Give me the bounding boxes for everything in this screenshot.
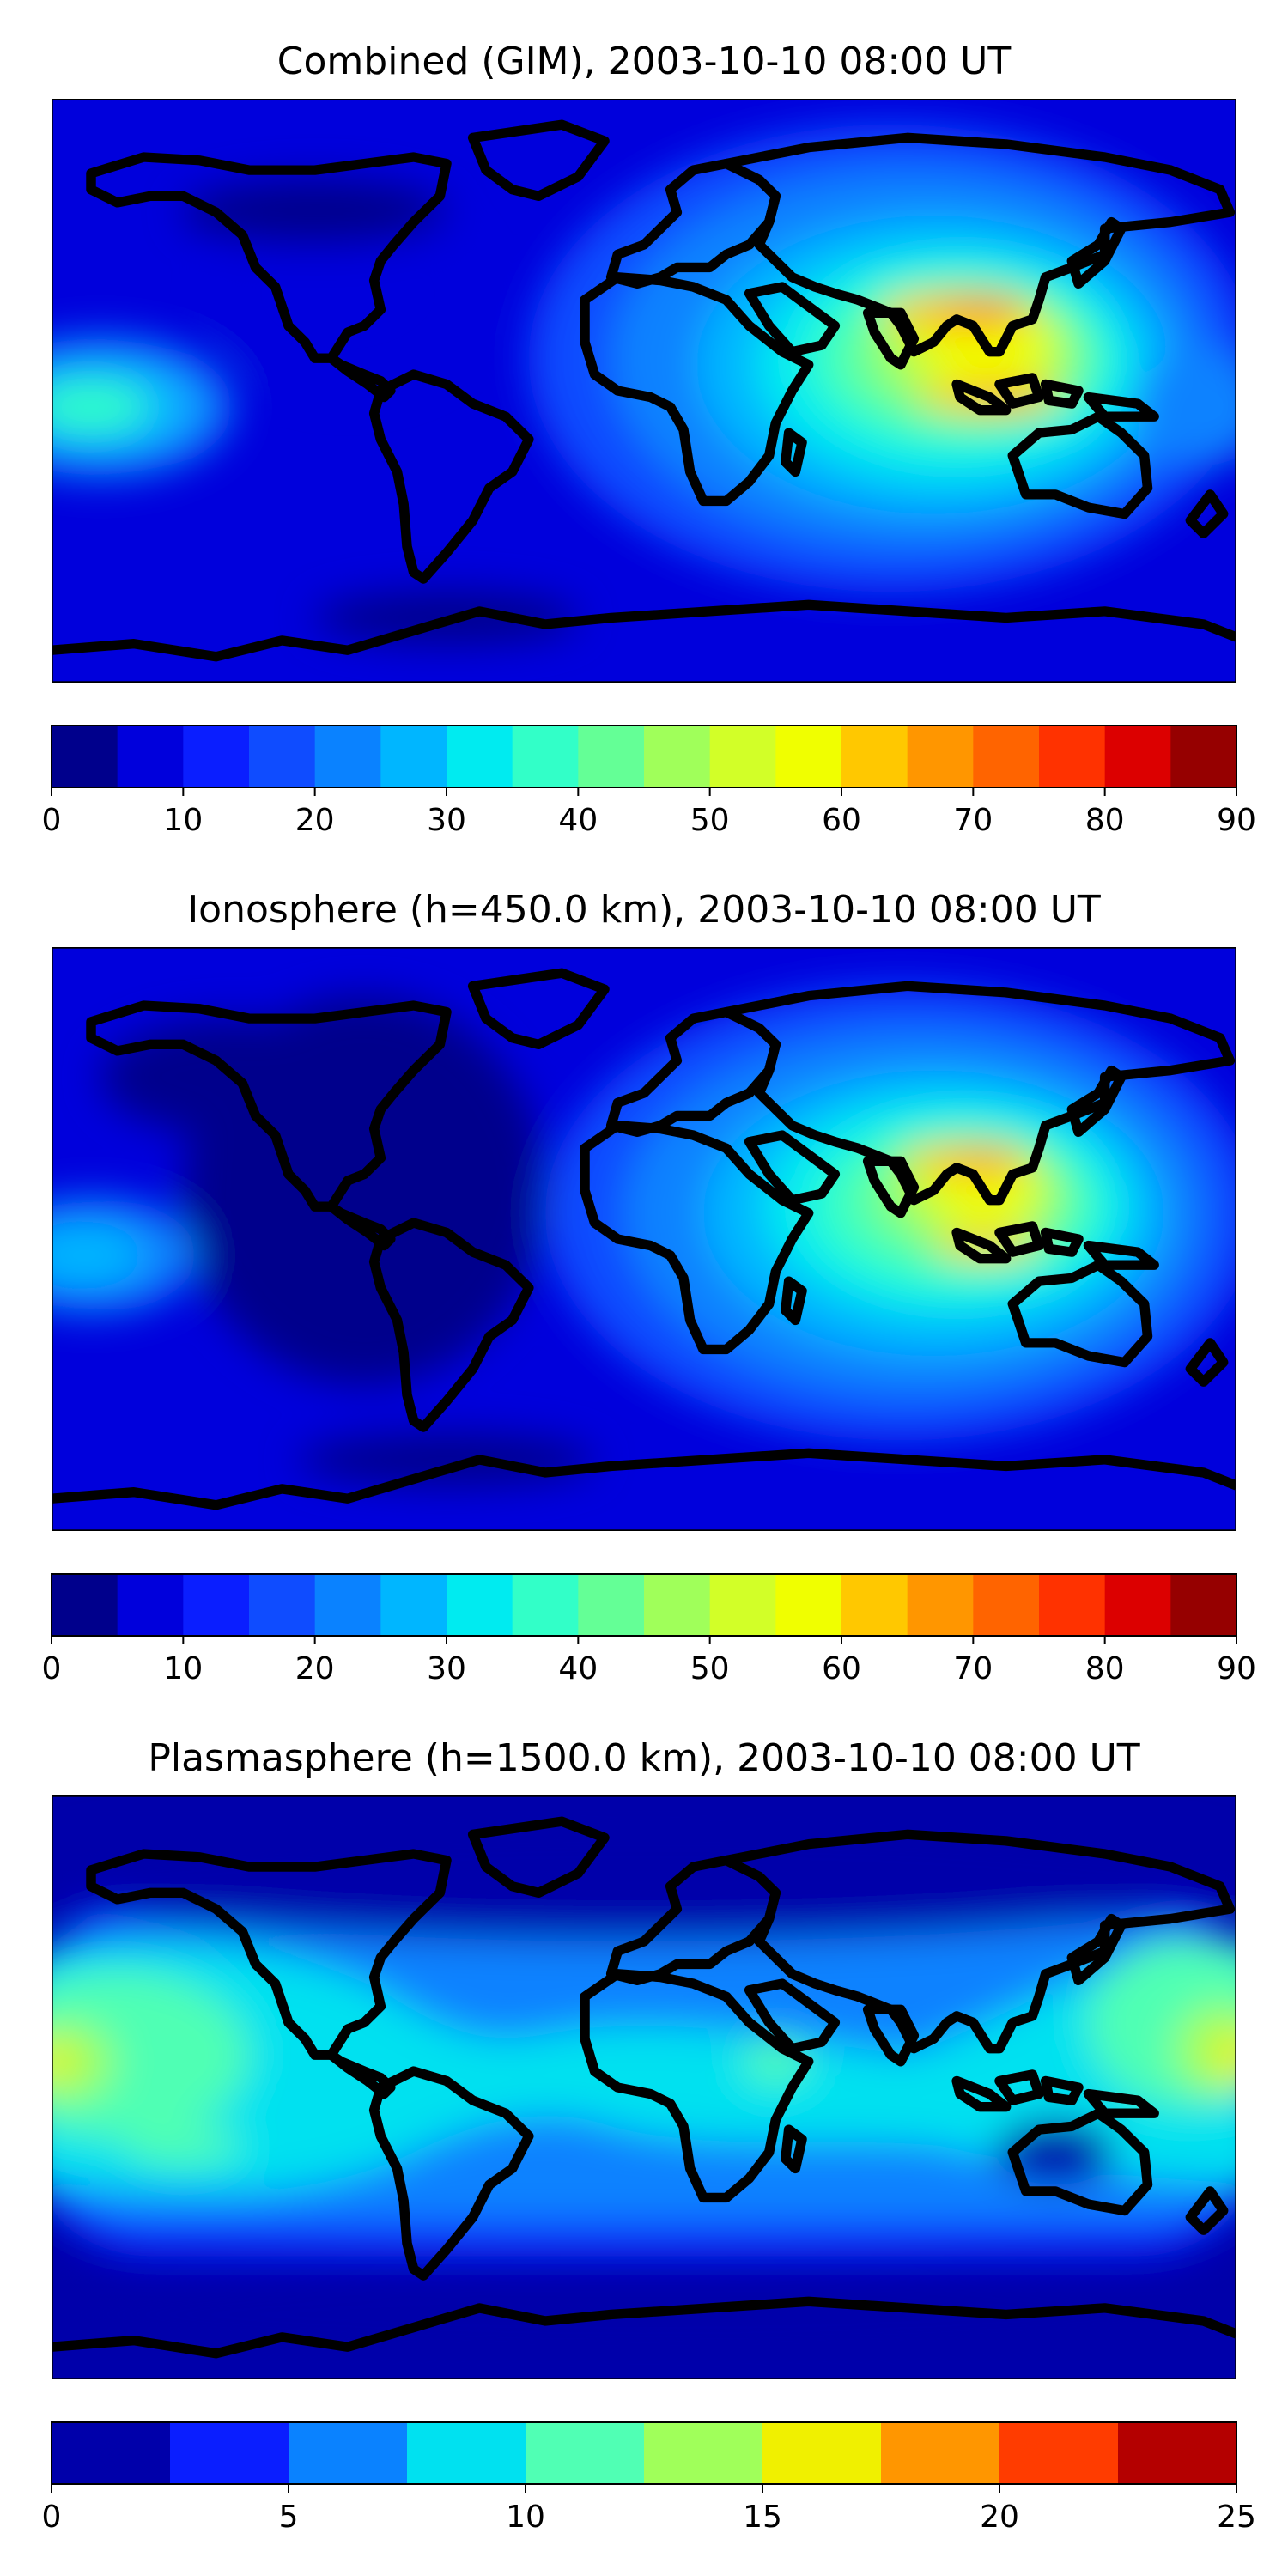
colorbar-bin <box>907 726 974 787</box>
colorbar-bin <box>117 726 184 787</box>
colorbar-tick-label: 0 <box>42 803 62 838</box>
colorbar-bin <box>314 1574 381 1636</box>
panel-title: Combined (GIM), 2003-10-10 08:00 UT <box>277 39 1012 83</box>
colorbar-bin <box>973 726 1040 787</box>
colorbar-bin <box>249 726 316 787</box>
colorbar-bin <box>526 2422 645 2484</box>
colorbar-tick-label: 60 <box>822 1651 861 1686</box>
colorbar-tick-label: 80 <box>1085 803 1125 838</box>
colorbar-tick-label: 40 <box>558 803 598 838</box>
colorbar-bin <box>1104 726 1171 787</box>
colorbar-bin <box>447 1574 513 1636</box>
colorbar-bin <box>762 2422 882 2484</box>
colorbar-bin <box>907 1574 974 1636</box>
map-area <box>52 99 1236 683</box>
colorbar-tick-label: 70 <box>953 1651 993 1686</box>
colorbar-tick-label: 0 <box>42 2500 62 2535</box>
colorbar-tick-label: 40 <box>558 1651 598 1686</box>
colorbar-tick-label: 90 <box>1217 1651 1256 1686</box>
colorbar-tick-label: 30 <box>427 1651 466 1686</box>
colorbar-bin <box>1104 1574 1171 1636</box>
colorbar-tick-label: 10 <box>163 1651 203 1686</box>
colorbar-bin <box>1118 2422 1237 2484</box>
panel-combined: Combined (GIM), 2003-10-10 08:00 UT <box>42 39 1256 838</box>
colorbar-tick-label: 50 <box>690 803 730 838</box>
colorbar-bin <box>289 2422 408 2484</box>
colorbar-bin <box>775 1574 842 1636</box>
colorbar-tick-label: 10 <box>506 2500 545 2535</box>
map-area <box>52 947 1236 1531</box>
map-area <box>52 1795 1236 2379</box>
colorbar-tick-label: 30 <box>427 803 466 838</box>
panel-ionosphere: Ionosphere (h=450.0 km), 2003-10-10 08:0… <box>42 888 1256 1686</box>
colorbar-bin <box>1039 726 1106 787</box>
colorbar-frame <box>51 725 1237 788</box>
colorbar-bin <box>999 2422 1119 2484</box>
colorbar-bin <box>117 1574 184 1636</box>
colorbar-bin <box>973 1574 1040 1636</box>
colorbar-bin <box>841 1574 908 1636</box>
colorbar-bin <box>380 1574 447 1636</box>
colorbar-bin <box>578 726 645 787</box>
colorbar-bin <box>881 2422 1000 2484</box>
colorbar-bin <box>447 726 513 787</box>
colorbar-bin <box>170 2422 289 2484</box>
colorbar-bin <box>183 1574 250 1636</box>
colorbar: 0 10 20 30 40 50 60 70 80 90 <box>42 725 1256 838</box>
colorbar-bin <box>407 2422 526 2484</box>
colorbar-tick-label: 60 <box>822 803 861 838</box>
colorbar-bin <box>52 2422 171 2484</box>
panel-title: Plasmasphere (h=1500.0 km), 2003-10-10 0… <box>148 1736 1139 1780</box>
colorbar-tick-label: 10 <box>163 803 203 838</box>
colorbar-frame <box>51 2421 1237 2485</box>
colorbar-tick-label: 80 <box>1085 1651 1125 1686</box>
colorbar-bin <box>709 726 776 787</box>
colorbar-tick-label: 20 <box>980 2500 1019 2535</box>
colorbar-bin <box>841 726 908 787</box>
colorbar-bin <box>183 726 250 787</box>
panel-plasmasphere: Plasmasphere (h=1500.0 km), 2003-10-10 0… <box>42 1736 1256 2535</box>
colorbar-bin <box>380 726 447 787</box>
colorbar-bin <box>52 726 118 787</box>
colorbar-bin <box>644 2422 763 2484</box>
colorbar-bin <box>512 1574 579 1636</box>
colorbar-tick-label: 20 <box>295 803 335 838</box>
colorbar-bin <box>52 1574 118 1636</box>
colorbar-bin <box>644 1574 711 1636</box>
colorbar-bin <box>644 726 711 787</box>
colorbar-tick-label: 15 <box>743 2500 782 2535</box>
colorbar-tick-label: 25 <box>1217 2500 1256 2535</box>
colorbar-tick-label: 90 <box>1217 803 1256 838</box>
colorbar-tick-label: 50 <box>690 1651 730 1686</box>
colorbar-tick-label: 70 <box>953 803 993 838</box>
colorbar-frame <box>51 1573 1237 1637</box>
colorbar-tick-label: 0 <box>42 1651 62 1686</box>
colorbar-bin <box>314 726 381 787</box>
colorbar-bin <box>1039 1574 1106 1636</box>
colorbar-bin <box>775 726 842 787</box>
colorbar-bin <box>709 1574 776 1636</box>
colorbar-bin <box>249 1574 316 1636</box>
colorbar-bin <box>578 1574 645 1636</box>
colorbar-bin <box>1170 726 1237 787</box>
colorbar-tick-label: 5 <box>279 2500 299 2535</box>
colorbar-bin <box>1170 1574 1237 1636</box>
colorbar-tick-label: 20 <box>295 1651 335 1686</box>
colorbar: 0 10 20 30 40 50 60 70 80 90 <box>42 1573 1256 1686</box>
panel-title: Ionosphere (h=450.0 km), 2003-10-10 08:0… <box>187 888 1101 932</box>
colorbar: 0 5 10 15 20 25 <box>42 2421 1256 2535</box>
colorbar-bin <box>512 726 579 787</box>
